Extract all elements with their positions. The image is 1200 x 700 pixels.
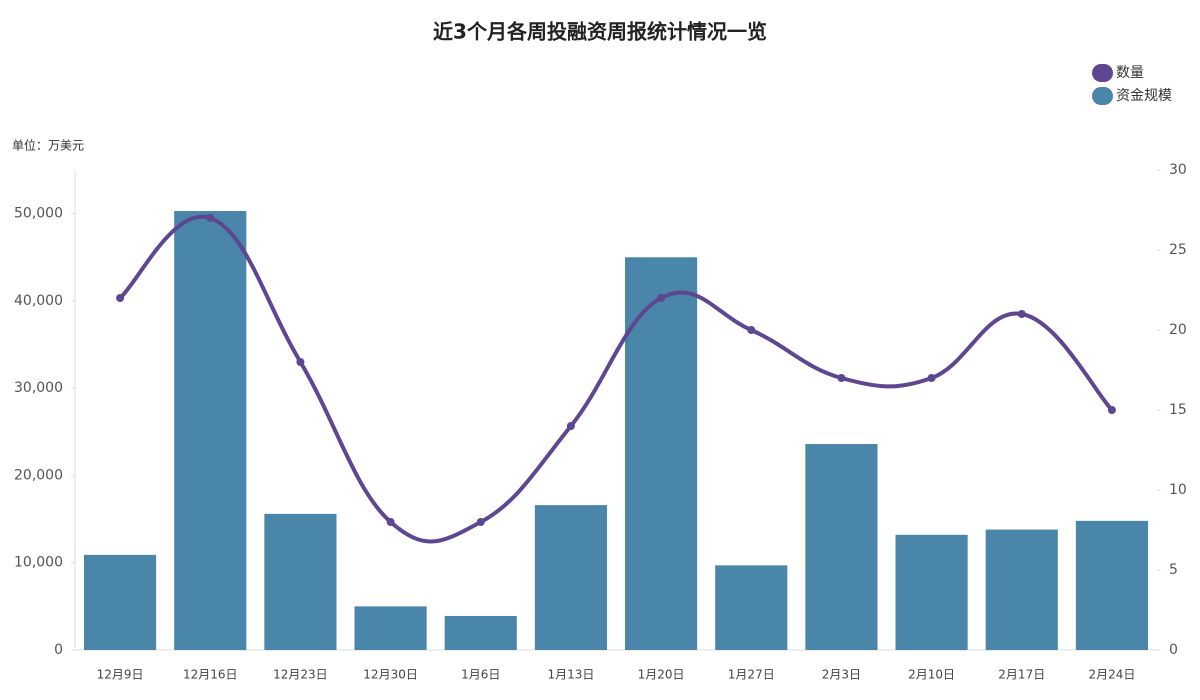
unit-label: 单位：万美元	[12, 138, 84, 153]
point	[116, 294, 125, 302]
bar	[84, 554, 157, 650]
x-tick-label: 12月23日	[273, 668, 328, 682]
point	[1107, 406, 1116, 414]
y-tick-label: 40,000	[14, 293, 63, 309]
y-tick-label: 0	[54, 642, 63, 658]
bar	[715, 565, 788, 650]
bar	[985, 529, 1058, 650]
y-tick-label: 50,000	[14, 206, 63, 222]
point	[476, 518, 485, 526]
y-tick-label: 20,000	[14, 467, 63, 483]
point	[747, 326, 756, 334]
point	[927, 374, 936, 382]
bar	[1075, 520, 1148, 650]
x-tick-label: 12月30日	[363, 668, 418, 682]
legend-swatch	[1092, 87, 1113, 105]
bar	[625, 257, 698, 650]
y2-tick-label: 20	[1169, 322, 1187, 338]
point	[296, 358, 305, 366]
bar	[174, 211, 247, 650]
bar	[805, 444, 878, 650]
bar	[895, 534, 968, 650]
x-tick-label: 2月24日	[1088, 668, 1135, 682]
bar	[534, 505, 607, 650]
x-tick-label: 12月9日	[97, 668, 144, 682]
x-tick-label: 12月16日	[183, 668, 238, 682]
y2-tick-label: 25	[1169, 242, 1187, 258]
x-tick-label: 1月27日	[728, 668, 775, 682]
point	[657, 294, 666, 302]
point	[837, 374, 846, 382]
x-tick-label: 2月17日	[998, 668, 1045, 682]
point	[206, 214, 215, 222]
point	[566, 422, 575, 430]
x-tick-label: 1月13日	[547, 668, 594, 682]
y2-tick-label: 0	[1169, 642, 1178, 658]
x-tick-label: 1月20日	[638, 668, 685, 682]
y-tick-label: 30,000	[14, 380, 63, 396]
y2-tick-label: 30	[1169, 162, 1187, 178]
y-tick-label: 10,000	[14, 555, 63, 571]
bar	[264, 513, 337, 650]
legend-label: 资金规模	[1116, 88, 1172, 104]
y2-tick-label: 5	[1169, 562, 1178, 578]
legend-swatch	[1092, 64, 1113, 82]
x-tick-label: 1月6日	[461, 668, 500, 682]
x-tick-label: 2月10日	[908, 668, 955, 682]
y2-tick-label: 10	[1169, 482, 1187, 498]
y2-tick-label: 15	[1169, 402, 1187, 418]
x-tick-label: 2月3日	[822, 668, 861, 682]
legend-label: 数量	[1116, 65, 1144, 81]
chart-title: 近3个月各周投融资周报统计情况一览	[433, 20, 767, 44]
line	[118, 214, 1114, 544]
point	[1017, 310, 1026, 318]
bar	[444, 615, 517, 650]
bar	[354, 606, 427, 650]
point	[386, 518, 395, 526]
